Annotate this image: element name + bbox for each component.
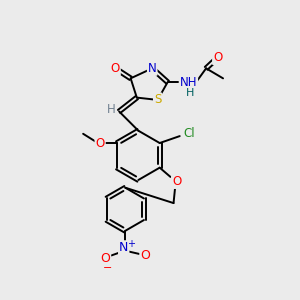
Text: O: O [95, 136, 105, 149]
Text: −: − [103, 263, 112, 273]
Text: +: + [127, 239, 135, 249]
Text: O: O [140, 249, 150, 262]
Text: Cl: Cl [183, 127, 195, 140]
Text: O: O [213, 51, 222, 64]
Text: O: O [172, 175, 181, 188]
Text: NH: NH [180, 76, 197, 89]
Text: S: S [154, 93, 161, 106]
Text: H: H [186, 88, 194, 98]
Text: O: O [100, 252, 110, 265]
Text: H: H [107, 103, 116, 116]
Text: O: O [111, 62, 120, 75]
Text: N: N [119, 241, 128, 254]
Text: N: N [148, 62, 157, 75]
